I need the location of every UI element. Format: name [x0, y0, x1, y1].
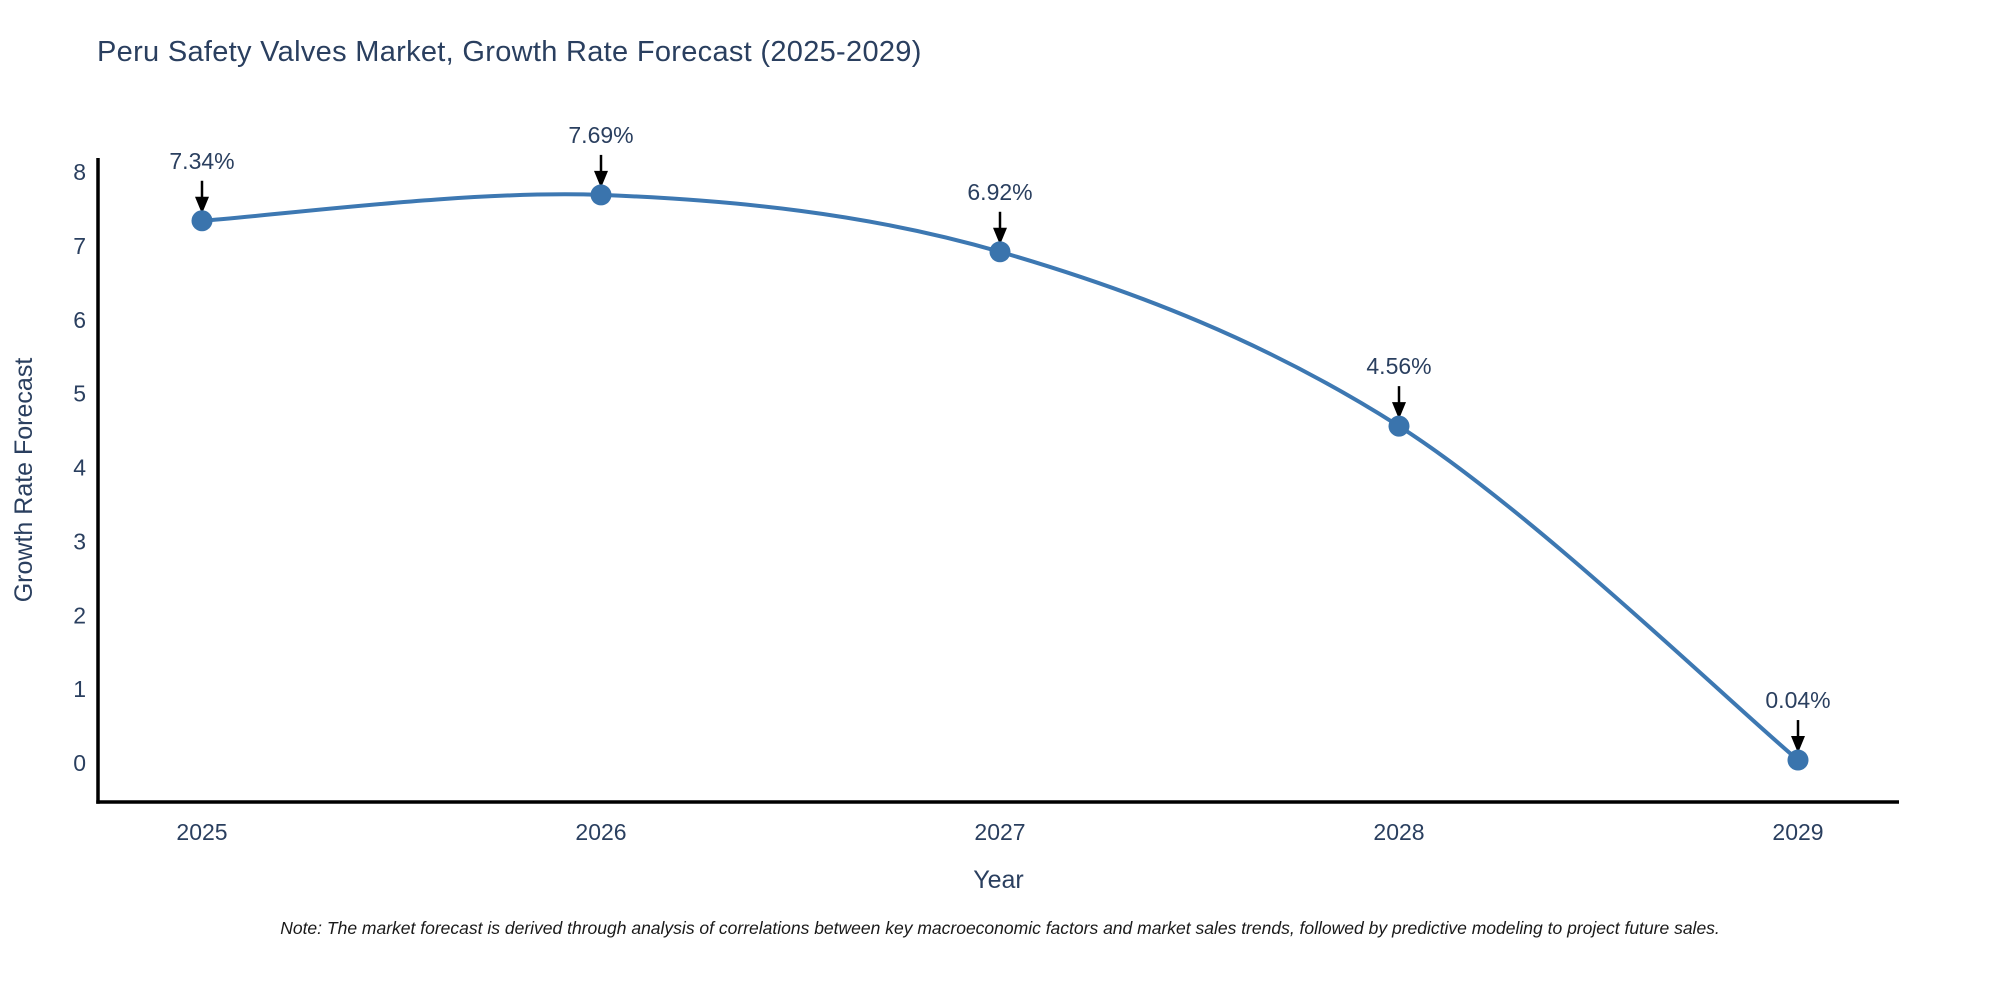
point-annotation-label: 7.34% [169, 148, 234, 174]
chart-title: Peru Safety Valves Market, Growth Rate F… [97, 36, 922, 68]
point-annotation-label: 6.92% [967, 179, 1032, 205]
y-tick-label: 2 [73, 602, 86, 628]
y-tick-label: 4 [73, 455, 86, 481]
x-tick-label: 2026 [575, 819, 626, 845]
annotation-arrowhead [1392, 402, 1406, 420]
data-point [989, 241, 1011, 263]
x-axis-title: Year [973, 866, 1024, 894]
footnote: Note: The market forecast is derived thr… [280, 918, 1720, 938]
y-tick-label: 0 [73, 750, 86, 776]
annotation-arrowhead [594, 170, 608, 188]
point-annotation-label: 7.69% [568, 122, 633, 148]
annotation-arrowhead [993, 227, 1007, 245]
data-point [191, 210, 213, 232]
line-path [200, 192, 1800, 763]
point-annotation-label: 4.56% [1366, 353, 1431, 379]
x-tick-label: 2027 [974, 819, 1025, 845]
y-tick-label: 7 [73, 233, 86, 259]
y-tick-label: 1 [73, 676, 86, 702]
data-point [1388, 415, 1410, 437]
y-tick-label: 6 [73, 307, 86, 333]
x-tick-label: 2028 [1373, 819, 1424, 845]
y-tick-label: 3 [73, 528, 86, 554]
y-axis-title: Growth Rate Forecast [10, 358, 38, 603]
y-tick-label: 8 [73, 159, 86, 185]
point-annotation-label: 0.04% [1765, 687, 1830, 713]
annotation-arrowhead [1791, 736, 1805, 754]
x-tick-label: 2025 [176, 819, 227, 845]
y-tick-label: 5 [73, 381, 86, 407]
data-point [1787, 749, 1809, 771]
annotation-arrowhead [195, 196, 209, 214]
data-point [590, 184, 612, 206]
x-tick-label: 2029 [1772, 819, 1823, 845]
